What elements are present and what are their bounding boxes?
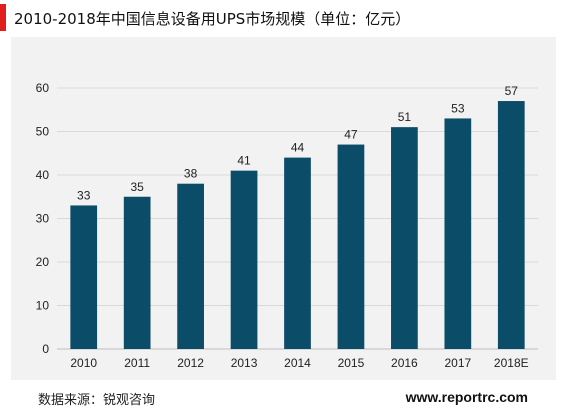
- data-label: 35: [130, 180, 144, 194]
- bar: [337, 144, 365, 349]
- bar-chart: 0 10 20 30 40 50 60 33 2010 35 2011 38 2012 41 2013 44 2…: [36, 81, 538, 370]
- bar: [444, 118, 472, 349]
- y-tick-label: 20: [36, 255, 50, 269]
- y-tick-label: 50: [36, 125, 50, 139]
- bar: [177, 183, 204, 349]
- y-tick-label: 10: [36, 299, 50, 313]
- data-label: 53: [451, 101, 465, 115]
- bar: [123, 196, 151, 349]
- y-tick-label: 0: [42, 342, 49, 356]
- title-accent-bar: [0, 4, 6, 31]
- chart-title: 2010-2018年中国信息设备用UPS市场规模（单位：亿元）: [14, 10, 411, 28]
- x-tick-label: 2013: [231, 356, 258, 370]
- x-tick-label: 2018E: [494, 356, 529, 370]
- x-tick-label: 2011: [124, 356, 150, 370]
- data-label: 41: [237, 154, 251, 168]
- x-tick-label: 2015: [338, 356, 365, 370]
- y-tick-label: 40: [36, 168, 50, 182]
- bar: [230, 170, 258, 349]
- bar: [497, 101, 525, 349]
- data-label: 57: [505, 84, 519, 98]
- chart-area: 0 10 20 30 40 50 60 33 2010 35 2011 38 2012 41 2013 44 2…: [11, 37, 556, 380]
- y-tick-label: 30: [36, 212, 50, 226]
- bar: [284, 157, 311, 349]
- title-bar: 2010-2018年中国信息设备用UPS市场规模（单位：亿元）: [0, 0, 566, 34]
- x-tick-label: 2014: [284, 356, 311, 370]
- data-label: 44: [291, 141, 305, 155]
- data-label: 47: [344, 128, 358, 142]
- y-tick-label: 60: [36, 81, 50, 95]
- bar: [70, 205, 98, 349]
- website-label: www.reportrc.com: [405, 389, 528, 405]
- x-tick-label: 2012: [177, 356, 204, 370]
- x-tick-label: 2016: [391, 356, 418, 370]
- x-tick-label: 2017: [444, 356, 471, 370]
- bar: [391, 127, 418, 350]
- data-label: 38: [184, 167, 198, 181]
- x-tick-label: 2010: [70, 356, 97, 370]
- data-label: 51: [398, 110, 412, 124]
- data-label: 33: [77, 188, 91, 202]
- source-note: 数据来源：锐观咨询: [38, 393, 156, 408]
